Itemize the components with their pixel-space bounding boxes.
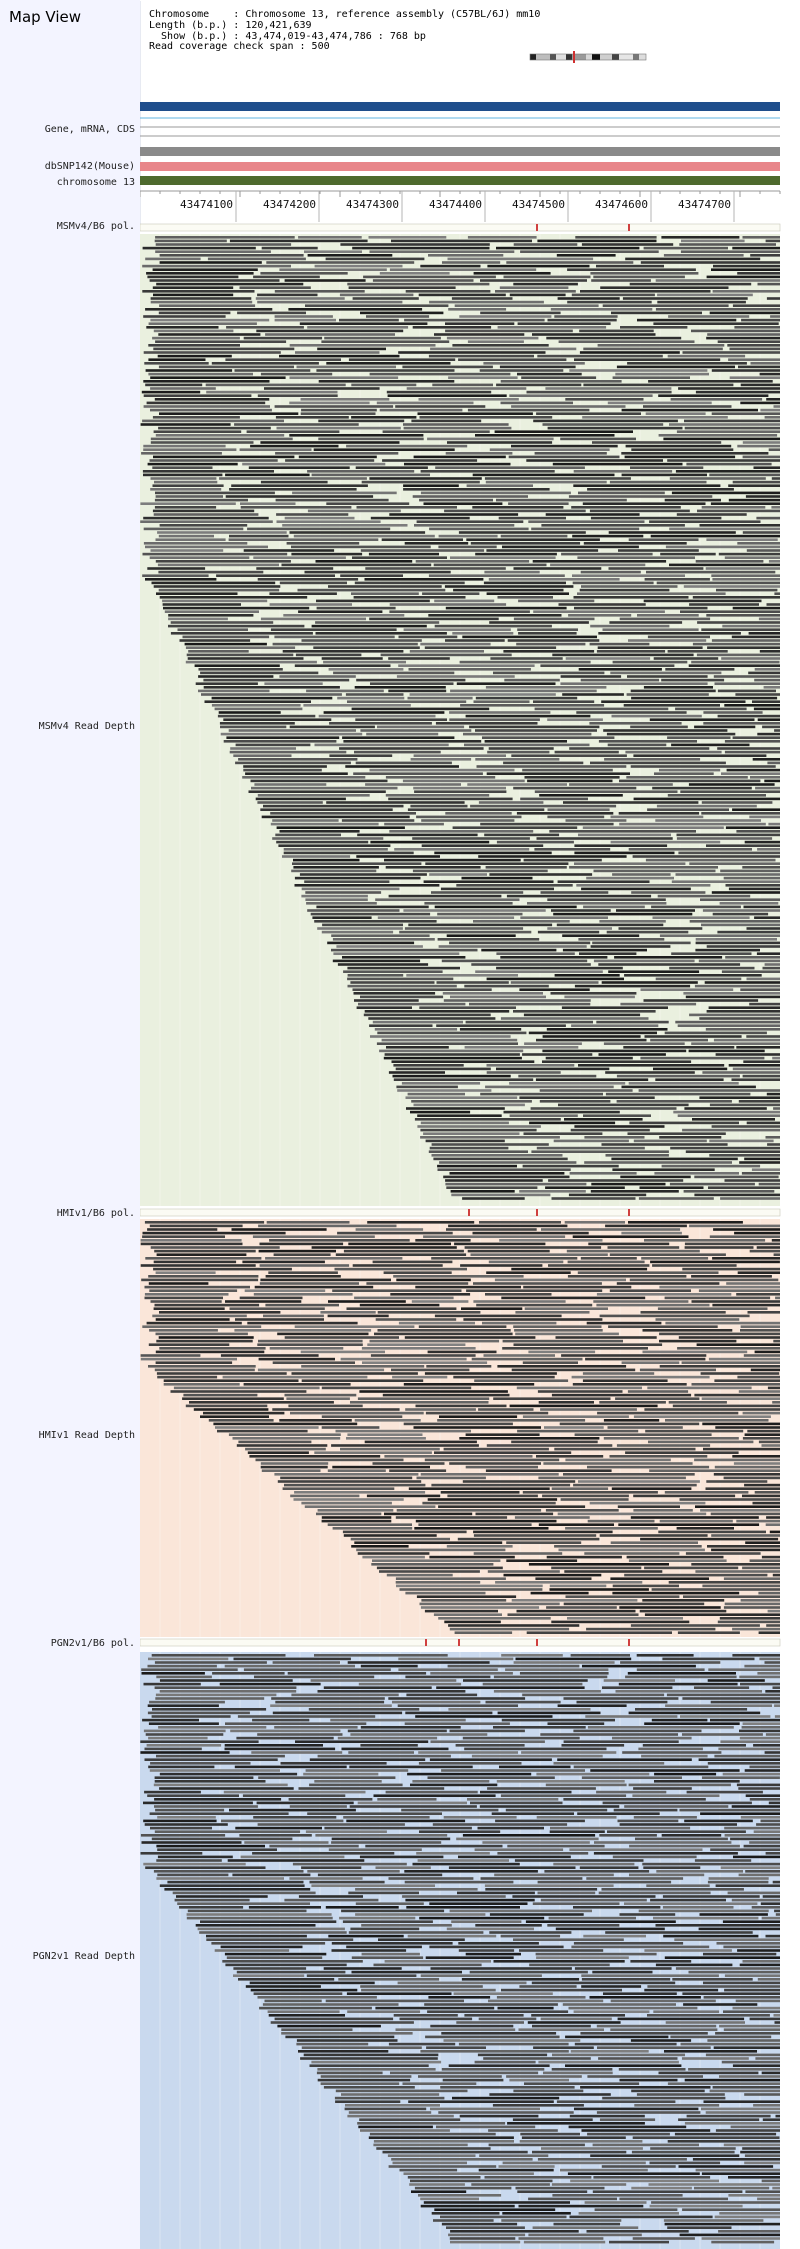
dbsnp-track-label[interactable]: dbSNP142(Mouse)	[44, 161, 135, 172]
position-ruler: 43474100 43474200 43474300 43474400 43474500…	[140, 190, 781, 222]
ruler-tick-label: 43474500	[512, 198, 565, 211]
page-title: Map View	[9, 8, 82, 26]
chromosome-info: Chromosome : Chromosome 13, reference as…	[149, 9, 541, 20]
pgn-polymorphism-track[interactable]	[140, 1638, 781, 1647]
ruler-tick-label: 43474300	[346, 198, 399, 211]
pgn-reads	[140, 1654, 780, 2244]
show-range-info: Show (b.p.) : 43,474,019-43,474,786 : 76…	[149, 31, 426, 42]
polymorphism-marker[interactable]	[536, 224, 538, 231]
polymorphism-marker[interactable]	[536, 1209, 538, 1216]
dbsnp-track[interactable]	[140, 162, 780, 171]
msm-pol-track-label[interactable]: MSMv4/B6 pol.	[56, 221, 135, 232]
polymorphism-marker[interactable]	[458, 1639, 460, 1646]
pgn-depth-track-label[interactable]: PGN2v1 Read Depth	[32, 1951, 135, 1962]
polymorphism-marker[interactable]	[468, 1209, 470, 1216]
chromosome-ideogram	[529, 51, 647, 63]
chromosome-track-label: chromosome 13	[56, 177, 135, 188]
msm-polymorphism-track[interactable]	[140, 223, 781, 232]
hmi-pol-track-label[interactable]: HMIv1/B6 pol.	[56, 1208, 135, 1219]
msm-reads	[140, 236, 780, 1200]
gene-track[interactable]	[140, 102, 780, 137]
map-canvas: 43474100 43474200 43474300 43474400 43474500…	[140, 1, 781, 2249]
pgn-pol-track-label[interactable]: PGN2v1/B6 pol.	[50, 1638, 135, 1649]
hmi-depth-track-label[interactable]: HMIv1 Read Depth	[38, 1430, 135, 1441]
polymorphism-marker[interactable]	[425, 1639, 427, 1646]
ruler-tick-label: 43474600	[595, 198, 648, 211]
hmi-reads	[140, 1221, 780, 1634]
polymorphism-marker[interactable]	[536, 1639, 538, 1646]
ruler-tick-label: 43474400	[429, 198, 482, 211]
genome-map-panel: 43474100 43474200 43474300 43474400 43474500…	[140, 0, 800, 2249]
ruler-tick-label: 43474700	[678, 198, 731, 211]
chromosome-track	[140, 176, 780, 185]
coverage-span-info: Read coverage check span : 500	[149, 41, 330, 52]
reference-bar	[140, 147, 780, 156]
polymorphism-marker[interactable]	[628, 224, 630, 231]
hmi-polymorphism-track[interactable]	[140, 1208, 781, 1217]
length-info: Length (b.p.) : 120,421,639	[149, 20, 312, 31]
polymorphism-marker[interactable]	[628, 1209, 630, 1216]
ruler-tick-label: 43474200	[263, 198, 316, 211]
polymorphism-marker[interactable]	[628, 1639, 630, 1646]
left-label-column	[0, 0, 140, 2249]
ruler-tick-label: 43474100	[180, 198, 233, 211]
msm-depth-track-label[interactable]: MSMv4 Read Depth	[38, 721, 135, 732]
gene-track-label[interactable]: Gene, mRNA, CDS	[44, 124, 135, 135]
